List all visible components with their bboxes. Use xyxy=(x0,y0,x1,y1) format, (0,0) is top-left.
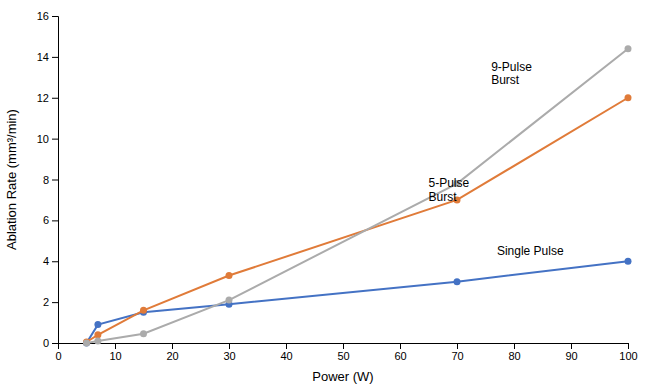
x-tick-mark xyxy=(343,343,344,349)
x-tick-label: 50 xyxy=(337,350,349,362)
x-tick-label: 10 xyxy=(109,350,121,362)
x-tick-label: 30 xyxy=(223,350,235,362)
y-axis-line xyxy=(52,17,59,344)
x-tick-label: 100 xyxy=(619,350,637,362)
y-tick-mark xyxy=(52,302,58,303)
point xyxy=(226,272,233,279)
y-tick: 2 xyxy=(43,296,58,308)
x-tick-mark xyxy=(229,343,230,349)
series xyxy=(83,45,632,346)
y-tick-mark xyxy=(52,139,58,140)
x-tick-label: 90 xyxy=(565,350,577,362)
point xyxy=(83,340,90,347)
x-axis-title: Power (W) xyxy=(312,369,373,384)
annotation-line: Single Pulse xyxy=(497,244,564,258)
x-tick: 60 xyxy=(394,343,406,362)
x-tick-mark xyxy=(172,343,173,349)
x-tick-label: 40 xyxy=(280,350,292,362)
line xyxy=(87,49,629,343)
y-tick-mark xyxy=(52,16,58,17)
x-tick: 90 xyxy=(565,343,577,362)
annotations: 9-PulseBurst5-PulseBurstSingle Pulse xyxy=(429,60,564,259)
y-tick-label: 14 xyxy=(37,51,49,63)
y-tick-label: 2 xyxy=(43,296,49,308)
y-tick-mark xyxy=(52,220,58,221)
point xyxy=(140,307,147,314)
x-tick: 70 xyxy=(451,343,463,362)
series-group xyxy=(83,45,632,346)
y-axis-title: Ablation Rate (mm³/min) xyxy=(4,109,19,250)
x-tick-label: 20 xyxy=(166,350,178,362)
x-tick: 20 xyxy=(166,343,178,362)
y-tick: 0 xyxy=(43,337,58,349)
point xyxy=(140,330,147,337)
x-axis: 0 10 20 30 40 50 60 70 80 90 100 xyxy=(55,343,637,362)
line xyxy=(87,98,629,342)
chart-container: 0 10 20 30 40 50 60 70 80 90 100 0 2 4 6 8 10 12 14 16 9-Pul… xyxy=(0,0,650,389)
y-tick-label: 6 xyxy=(43,214,49,226)
x-tick-mark xyxy=(514,343,515,349)
y-tick-label: 4 xyxy=(43,255,49,267)
x-tick-mark xyxy=(628,343,629,349)
y-tick-mark xyxy=(52,261,58,262)
x-tick: 30 xyxy=(223,343,235,362)
x-tick: 100 xyxy=(619,343,637,362)
x-tick-label: 0 xyxy=(55,350,61,362)
y-tick-mark xyxy=(52,98,58,99)
annotation: 9-PulseBurst xyxy=(491,60,532,88)
annotation-line: 5-Pulse xyxy=(429,176,470,190)
point xyxy=(625,94,632,101)
point xyxy=(625,258,632,265)
chart-svg: 0 10 20 30 40 50 60 70 80 90 100 0 2 4 6 8 10 12 14 16 9-Pul… xyxy=(0,0,650,389)
y-tick: 16 xyxy=(37,10,58,22)
y-tick-label: 0 xyxy=(43,337,49,349)
annotation: 5-PulseBurst xyxy=(429,176,470,204)
y-tick: 14 xyxy=(37,51,58,63)
point xyxy=(83,340,90,347)
x-tick-mark xyxy=(457,343,458,349)
y-tick-label: 10 xyxy=(37,133,49,145)
x-tick-label: 70 xyxy=(451,350,463,362)
x-axis-line xyxy=(59,344,629,350)
y-tick: 6 xyxy=(43,214,58,226)
point xyxy=(625,45,632,52)
y-tick-label: 12 xyxy=(37,92,49,104)
x-tick-label: 60 xyxy=(394,350,406,362)
y-tick-label: 16 xyxy=(37,10,49,22)
x-tick-mark xyxy=(115,343,116,349)
y-tick: 12 xyxy=(37,92,58,104)
y-tick-label: 8 xyxy=(43,174,49,186)
annotation-line: Burst xyxy=(491,73,520,87)
x-tick: 0 xyxy=(55,343,61,362)
y-tick-mark xyxy=(52,57,58,58)
point xyxy=(454,278,461,285)
annotation: Single Pulse xyxy=(497,244,564,258)
point xyxy=(94,321,101,328)
x-tick: 10 xyxy=(109,343,121,362)
x-tick: 80 xyxy=(508,343,520,362)
x-tick: 40 xyxy=(280,343,292,362)
y-tick: 10 xyxy=(37,133,58,145)
x-tick-label: 80 xyxy=(508,350,520,362)
y-tick: 8 xyxy=(43,174,58,186)
annotation-line: 9-Pulse xyxy=(491,60,532,74)
plot-area: 0 10 20 30 40 50 60 70 80 90 100 0 2 4 6 8 10 12 14 16 9-Pul… xyxy=(37,10,638,362)
y-tick-mark xyxy=(52,180,58,181)
x-tick-mark xyxy=(571,343,572,349)
point xyxy=(226,297,233,304)
line xyxy=(87,261,629,343)
series xyxy=(83,94,632,345)
point xyxy=(94,331,101,338)
x-tick-mark xyxy=(400,343,401,349)
y-axis: 0 2 4 6 8 10 12 14 16 xyxy=(37,10,59,349)
x-tick: 50 xyxy=(337,343,349,362)
y-tick-mark xyxy=(52,343,58,344)
x-tick-mark xyxy=(286,343,287,349)
y-tick: 4 xyxy=(43,255,58,267)
point xyxy=(94,337,101,344)
annotation-line: Burst xyxy=(429,190,458,204)
